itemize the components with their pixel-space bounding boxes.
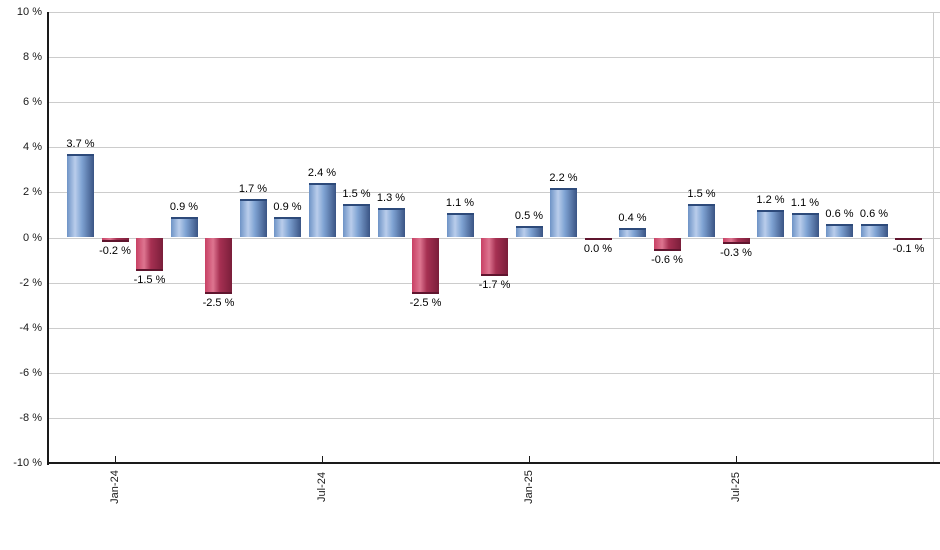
bar-value-label: 3.7 % xyxy=(66,138,95,151)
bar-negative xyxy=(481,237,508,276)
y-axis-tick-label: 4 % xyxy=(23,141,42,154)
bar-value-label: 0.5 % xyxy=(514,210,544,223)
bar-positive xyxy=(860,223,888,238)
bar-negative xyxy=(653,237,681,252)
bar-negative xyxy=(895,237,922,240)
y-axis-tick-label: -2 % xyxy=(19,276,42,289)
bar-value-label: 0.0 % xyxy=(583,242,613,255)
bar-value-label: -0.2 % xyxy=(99,245,131,257)
y-axis-tick-label: 8 % xyxy=(23,51,42,64)
y-axis-tick-label: 6 % xyxy=(23,96,42,109)
x-axis-tick xyxy=(529,456,530,463)
x-axis-tick xyxy=(736,456,737,463)
bar-positive xyxy=(308,183,336,238)
bar-positive xyxy=(377,208,405,238)
bar-negative xyxy=(584,237,612,240)
y-axis-tick-label: -8 % xyxy=(19,411,42,424)
x-axis-tick xyxy=(322,456,323,463)
y-axis-tick-label: 10 % xyxy=(16,6,42,18)
y-axis-tick-label: 2 % xyxy=(23,186,42,199)
x-axis-line xyxy=(47,462,940,464)
bar-value-label: 1.2 % xyxy=(756,194,785,207)
bar-value-label: -2.5 % xyxy=(202,296,235,309)
gridline xyxy=(48,192,940,194)
gridline xyxy=(48,102,940,104)
y-axis-line xyxy=(47,12,49,465)
bar-positive xyxy=(515,226,543,238)
bar-value-label: -1.7 % xyxy=(478,278,511,291)
x-axis-tick-label: Jul-24 xyxy=(316,472,328,502)
bar-value-label: -1.5 % xyxy=(133,274,166,287)
bar-positive xyxy=(826,223,853,238)
bar-value-label: 1.3 % xyxy=(376,192,406,205)
x-axis-tick-label: Jul-25 xyxy=(730,472,742,502)
bar-positive xyxy=(446,212,474,238)
bar-positive xyxy=(550,187,577,238)
gridline xyxy=(48,147,940,149)
bar-value-label: 0.6 % xyxy=(859,207,889,220)
gridline xyxy=(48,57,940,59)
bar-value-label: 1.7 % xyxy=(238,183,268,196)
bar-value-label: 1.5 % xyxy=(687,187,716,200)
bar-value-label: 0.6 % xyxy=(825,207,854,220)
bar-value-label: 1.1 % xyxy=(790,196,820,209)
plot-right-border xyxy=(933,12,934,463)
bar-negative xyxy=(136,237,163,272)
bar-positive xyxy=(619,228,646,238)
gridline xyxy=(48,372,940,374)
bar-value-label: 1.1 % xyxy=(445,196,475,209)
bar-negative xyxy=(205,237,232,294)
bar-positive xyxy=(343,203,370,238)
gridline xyxy=(48,417,940,419)
bar-positive xyxy=(274,217,301,238)
bar-value-label: -0.1 % xyxy=(892,242,925,255)
bar-negative xyxy=(101,237,129,242)
bar-value-label: -0.6 % xyxy=(651,254,683,267)
bar-positive xyxy=(757,210,784,238)
bar-value-label: 0.9 % xyxy=(169,201,199,214)
bar-value-label: 0.4 % xyxy=(618,212,647,225)
x-axis-tick-label: Jan-24 xyxy=(109,470,121,504)
bar-value-label: -2.5 % xyxy=(409,296,442,309)
bar-negative xyxy=(722,237,750,245)
bar-value-label: 2.2 % xyxy=(549,171,578,184)
y-axis-tick-label: -4 % xyxy=(19,321,42,334)
x-axis-tick xyxy=(115,456,116,463)
bar-value-label: 1.5 % xyxy=(342,187,371,200)
bar-positive xyxy=(791,212,819,238)
bar-value-label: -0.3 % xyxy=(720,247,752,260)
gridline xyxy=(48,327,940,329)
x-axis-tick-label: Jan-25 xyxy=(523,470,535,504)
bar-value-label: 2.4 % xyxy=(307,167,337,180)
bar-positive xyxy=(239,199,267,238)
bar-positive xyxy=(67,154,94,238)
bar-value-label: 0.9 % xyxy=(273,201,302,214)
bar-positive xyxy=(170,217,198,238)
y-axis-tick-label: -10 % xyxy=(13,457,42,469)
y-axis-tick-label: -6 % xyxy=(19,366,42,379)
y-axis-tick-label: 0 % xyxy=(23,231,42,244)
gridline xyxy=(48,12,940,13)
bar-positive xyxy=(688,203,715,238)
bar-negative xyxy=(412,237,439,294)
